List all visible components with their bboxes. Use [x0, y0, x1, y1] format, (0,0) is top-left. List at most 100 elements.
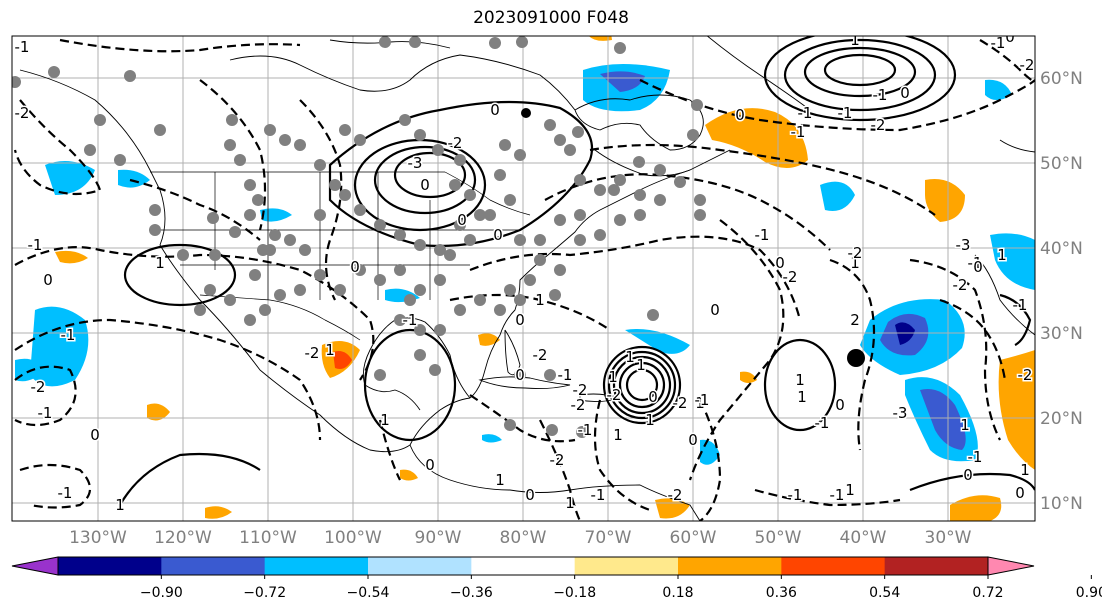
station-dot [576, 426, 588, 438]
station-dot [674, 176, 686, 188]
station-dot [249, 269, 261, 281]
contour-label: -1 [968, 448, 983, 466]
contour-label: 1 [535, 291, 545, 309]
longitude-tick-label: 100°W [324, 528, 382, 548]
station-dot [554, 134, 566, 146]
station-dot [379, 36, 391, 48]
contour-label: -1 [991, 34, 1006, 52]
station-dot [414, 129, 426, 141]
contour-label: -2 [1018, 366, 1033, 384]
colorbar-tick-label: 0.18 [662, 585, 693, 601]
contour-label: 1 [1020, 461, 1030, 479]
contour-label: -2 [871, 116, 886, 134]
contour-label: -1 [1013, 296, 1028, 314]
station-dot [647, 309, 659, 321]
station-dot [149, 204, 161, 216]
station-dot [574, 209, 586, 221]
longitude-tick-label: 60°W [670, 528, 717, 548]
station-dot [334, 284, 346, 296]
station-dot [224, 294, 236, 306]
longitude-tick-label: 30°W [925, 528, 972, 548]
contour-label: 1 [625, 348, 635, 366]
contour-label: 1 [115, 496, 125, 514]
station-dot [339, 124, 351, 136]
contour-label: 1 [797, 388, 807, 406]
station-dot [634, 189, 646, 201]
station-dot [12, 76, 21, 88]
colorbar-tick-label: −0.18 [553, 585, 596, 601]
contour-label: 0 [688, 431, 698, 449]
colorbar-tick-label: −0.36 [450, 585, 493, 601]
contour-label: -2 [15, 104, 30, 122]
contour-label: 1 [495, 471, 505, 489]
contour-label: -2 [607, 386, 622, 404]
station-dot [432, 144, 444, 156]
contour-label: 1 [850, 31, 860, 49]
contour-label: -3 [893, 404, 908, 422]
contour-label: 1 [645, 411, 655, 429]
station-dot [494, 304, 506, 316]
latitude-tick-label: 40°N [1040, 239, 1083, 259]
contour-label: 1 [608, 368, 618, 386]
station-dot [687, 129, 699, 141]
station-dot [414, 324, 426, 336]
station-dot [594, 184, 606, 196]
longitude-tick-label: 40°W [840, 528, 887, 548]
station-dot [504, 194, 516, 206]
station-dot [494, 169, 506, 181]
contour-label: -2 [1020, 56, 1035, 74]
latitude-tick-label: 20°N [1040, 409, 1083, 429]
latitude-labels: 10°N 20°N 30°N 40°N 50°N 60°N [1040, 69, 1083, 514]
station-dot [516, 36, 528, 48]
contour-label: -1 [815, 414, 830, 432]
colorbar-frame [57, 556, 989, 576]
contour-label: -3 [408, 154, 423, 172]
station-dot [207, 212, 219, 224]
storm-center-marker [847, 349, 865, 367]
contour-label: -1 [58, 484, 73, 502]
contour-label: 1 [155, 254, 165, 272]
map-plot-area: -1-2-101-1-2-101-1-2-3-20000001-2-1-2-10… [12, 28, 1035, 521]
contour-label: -2 [533, 346, 548, 364]
station-dot [374, 274, 386, 286]
contour-label: -2 [448, 134, 463, 152]
contour-label: -2 [848, 244, 863, 262]
station-dot [514, 369, 526, 381]
station-dot [394, 264, 406, 276]
contour-label: 0 [1005, 28, 1015, 46]
contour-label: -1 [755, 226, 770, 244]
station-dot [354, 204, 366, 216]
station-dot [694, 194, 706, 206]
contour-label: 0 [1015, 484, 1025, 502]
station-dot [294, 284, 306, 296]
station-dot [314, 159, 326, 171]
station-dot [269, 229, 281, 241]
contour-label: -1 [578, 421, 593, 439]
colorbar-segment [264, 557, 369, 575]
contour-label: 1 [325, 341, 335, 359]
colorbar-tick-label: 0.36 [766, 585, 797, 601]
station-dot [594, 229, 606, 241]
station-dot [244, 314, 256, 326]
contour-label: -2 [31, 378, 46, 396]
station-dot [114, 154, 126, 166]
colorbar-tick-label: 0.72 [972, 585, 1003, 601]
station-dot [264, 124, 276, 136]
station-dot [454, 219, 466, 231]
contour-label: -1 [791, 123, 806, 141]
station-dot [224, 139, 236, 151]
longitude-tick-label: 110°W [239, 528, 297, 548]
station-dot [514, 234, 526, 246]
station-dot [429, 364, 441, 376]
contour-label: -2 [573, 381, 588, 399]
station-dot [504, 419, 516, 431]
station-dot [454, 154, 466, 166]
contour-label: -1 [558, 366, 573, 384]
contour-label: -1 [830, 486, 845, 504]
station-dot [177, 249, 189, 261]
contour-label: -1 [798, 104, 813, 122]
contour-label: 0 [900, 84, 910, 102]
contour-label: 0 [648, 388, 658, 406]
station-dot [234, 154, 246, 166]
